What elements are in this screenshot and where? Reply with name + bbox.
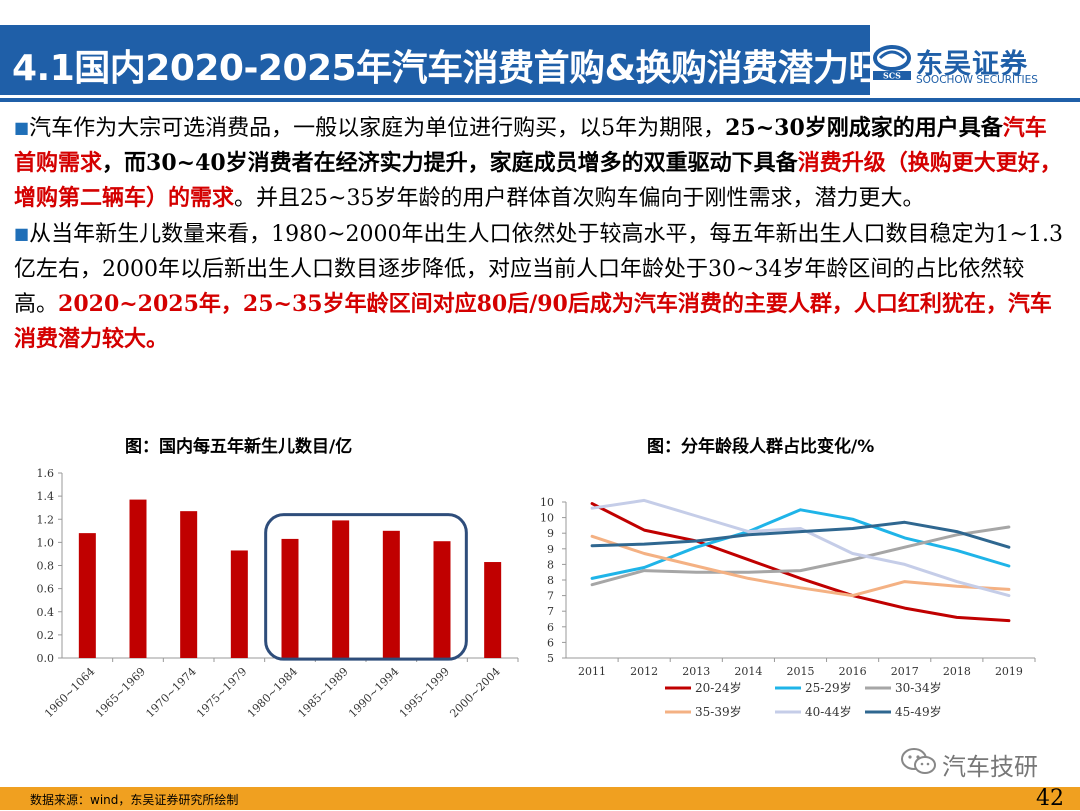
wechat-icon: [901, 748, 936, 774]
bar: [180, 511, 198, 658]
x-tick-label: 1985~1989: [295, 665, 350, 720]
title-bar: 4.1国内2020-2025年汽车消费首购&换购消费潜力旺盛: [0, 25, 920, 95]
body-text: ■汽车作为大宗可选消费品，一般以家庭为单位进行购买，以5年为期限，25~30岁刚…: [14, 110, 1066, 357]
p2-s1: 从当年新生儿数量来看，1980~2000年出生人口依然处于较高水平，每五年新出生…: [14, 222, 1063, 317]
logo-english-name: SOOCHOW SECURITIES: [916, 74, 1038, 86]
series-line: [590, 520, 1011, 549]
x-tick-label: 1965~1969: [93, 665, 148, 720]
y-tick-label: 10: [540, 496, 554, 509]
square-bullet-icon: ■: [14, 224, 30, 243]
bar: [78, 533, 96, 658]
bar: [230, 550, 248, 658]
y-tick-label: 0.2: [37, 629, 55, 642]
square-bullet-icon: ■: [14, 118, 30, 137]
y-tick-label: 6: [547, 636, 554, 649]
legend-label: 40-44岁: [805, 704, 852, 719]
series-line: [590, 508, 1011, 580]
series-line: [590, 534, 1011, 598]
p1-s4: ，而30~40岁消费者在经济实力提升，家庭成员增多的双重驱动下具备: [102, 150, 798, 176]
x-tick-label: 1980~1984: [245, 665, 300, 720]
y-tick-label: 6: [547, 621, 554, 634]
legend-label: 45-49岁: [895, 704, 942, 719]
highlight-box: [264, 513, 468, 661]
y-tick-label: 1.4: [37, 490, 55, 503]
bar: [332, 520, 350, 658]
y-tick-label: 7: [547, 605, 554, 618]
y-tick-label: 9: [547, 527, 554, 540]
logo-mark-text: SCS: [883, 71, 901, 81]
page-title: 4.1国内2020-2025年汽车消费首购&换购消费潜力旺盛: [12, 48, 920, 89]
data-source: 数据来源：wind，东吴证券研究所绘制: [30, 793, 239, 807]
x-tick-label: 1975~1979: [194, 665, 249, 720]
y-tick-label: 8: [547, 558, 554, 571]
x-tick-label: 2019: [995, 665, 1023, 678]
legend-label: 30-34岁: [895, 680, 942, 695]
bar: [433, 541, 451, 658]
legend-label: 20-24岁: [695, 680, 742, 695]
paragraph-2: ■从当年新生儿数量来看，1980~2000年出生人口依然处于较高水平，每五年新出…: [14, 216, 1066, 357]
company-logo: SCS 东吴证券 SOOCHOW SECURITIES: [872, 40, 1072, 90]
y-tick-label: 0.0: [37, 652, 55, 665]
legend-label: 25-29岁: [805, 680, 852, 695]
y-tick-label: 0.8: [37, 560, 55, 573]
p1-s3: 汽车首购需求: [14, 115, 1047, 176]
bar: [129, 499, 147, 658]
logo-chinese-name: 东吴证券: [916, 49, 1028, 80]
header-divider: [0, 98, 1080, 102]
x-tick-label: 2014: [734, 665, 762, 678]
y-tick-label: 8: [547, 574, 554, 587]
y-tick-label: 0.6: [37, 583, 55, 596]
p2-s2: 2020~2025年，25~35岁年龄区间对应80后/90后成为汽车消费的主要人…: [14, 291, 1052, 352]
x-tick-label: 2017: [891, 665, 919, 678]
x-tick-label: 1990~1994: [346, 665, 401, 720]
x-tick-label: 1960~1064: [42, 665, 97, 720]
x-tick-label: 2016: [839, 665, 867, 678]
series-line: [590, 525, 1011, 587]
bar: [382, 530, 400, 658]
y-tick-label: 5: [547, 652, 554, 665]
line-chart-title: 图：分年龄段人群占比变化/%: [647, 437, 875, 457]
bar-chart: 0.0 0.2 0.4 0.6 0.8 1.0 1.2 1.4 1.6 1960~10641965…: [37, 467, 519, 720]
p1-s1: 汽车作为大宗可选消费品，一般以家庭为单位进行购买，以5年为期限，: [29, 116, 726, 141]
series-line: [590, 502, 1011, 623]
y-tick-label: 9: [547, 543, 554, 556]
x-tick-label: 1995~1999: [397, 665, 452, 720]
y-tick-label: 10: [540, 512, 554, 525]
page-number: 42: [1036, 786, 1064, 811]
y-tick-label: 7: [547, 590, 554, 603]
y-tick-label: 0.4: [37, 606, 55, 619]
p1-s6: 。并且25~35岁年龄的用户群体首次购车偏向于刚性需求，潜力更大。: [234, 186, 925, 211]
bar: [484, 562, 502, 658]
footer-bar: [0, 787, 1080, 810]
legend-label: 35-39岁: [695, 704, 742, 719]
x-tick-label: 1970~1974: [143, 665, 198, 720]
paragraph-1: ■汽车作为大宗可选消费品，一般以家庭为单位进行购买，以5年为期限，25~30岁刚…: [14, 110, 1066, 216]
x-tick-label: 2015: [787, 665, 815, 678]
x-tick-label: 2000~2004: [447, 665, 502, 720]
x-tick-label: 2011: [578, 665, 606, 678]
series-line: [590, 498, 1011, 598]
y-tick-label: 1.6: [37, 467, 55, 480]
x-tick-label: 2013: [682, 665, 710, 678]
soochow-logo-icon: SCS: [873, 45, 911, 81]
bar: [281, 538, 299, 658]
watermark-text: 汽车技研: [942, 753, 1038, 781]
x-tick-label: 2018: [943, 665, 971, 678]
x-tick-label: 2012: [630, 665, 658, 678]
y-tick-label: 1.2: [37, 513, 55, 526]
y-tick-label: 1.0: [37, 536, 55, 549]
p1-s5: 消费升级（换购更大更好，增购第二辆车）的需求: [14, 150, 1062, 211]
bar-chart-title: 图：国内每五年新生儿数目/亿: [125, 437, 353, 457]
p1-s2: 25~30岁刚成家的用户具备: [725, 115, 1003, 141]
